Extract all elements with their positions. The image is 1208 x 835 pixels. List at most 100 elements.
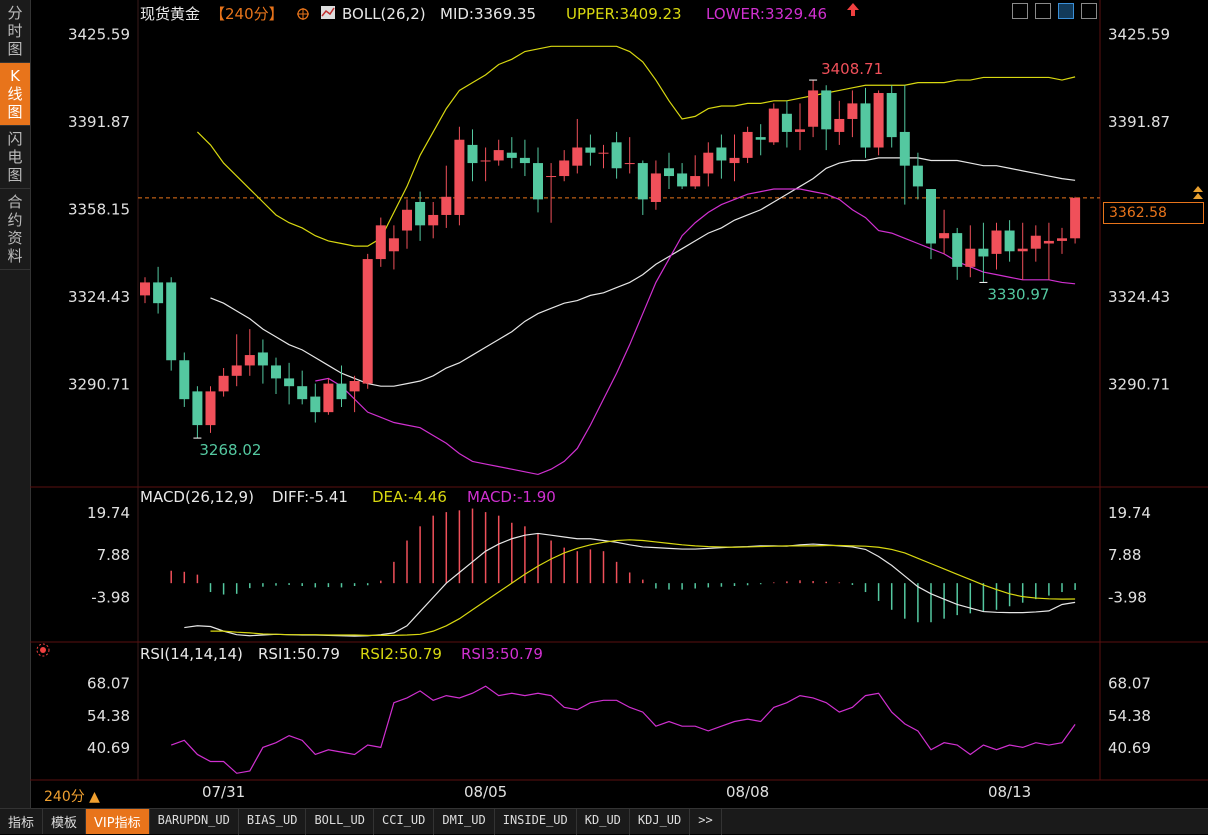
macd-axis-right: 19.74 7.88 -3.98 <box>1108 504 1151 606</box>
candlestick-series <box>140 79 1081 439</box>
settings-dot-icon[interactable] <box>36 643 50 657</box>
candle-body <box>310 396 321 413</box>
rsi3-value: RSI3:50.79 <box>461 645 543 663</box>
candle-body <box>624 163 635 165</box>
candle-body <box>546 176 557 178</box>
rsi-tick-label: 40.69 <box>87 739 130 757</box>
macd-dea-value: DEA:-4.46 <box>372 488 447 506</box>
candle-body <box>166 282 177 361</box>
candle-body <box>1030 235 1041 249</box>
price-tick-label: 3391.87 <box>68 113 130 131</box>
candle-body <box>454 139 465 215</box>
price-tick-label: 3425.59 <box>68 25 130 43</box>
candle-body <box>244 355 255 366</box>
fullscreen-tool-icon[interactable] <box>1081 3 1097 19</box>
rsi2-value: RSI2:50.79 <box>360 645 442 663</box>
rsi-axis-right: 68.07 54.38 40.69 <box>1108 675 1151 757</box>
tab-timeshare[interactable]: 分时图 <box>0 0 30 63</box>
rsi1-value: RSI1:50.79 <box>258 645 340 663</box>
bottom-tab-8[interactable]: INSIDE_UD <box>495 809 577 835</box>
macd-tick-label: 19.74 <box>1108 504 1151 522</box>
candle-body <box>899 131 910 166</box>
candle-body <box>153 282 164 304</box>
period-selector[interactable]: 240分 ▲ <box>44 789 100 805</box>
rsi-label: RSI(14,14,14) <box>140 645 243 663</box>
rsi-tick-label: 54.38 <box>1108 707 1151 725</box>
macd-series <box>170 508 1076 637</box>
macd-tick-label: 7.88 <box>1108 546 1141 564</box>
candle-body <box>965 248 976 267</box>
candle-body <box>415 201 426 226</box>
candle-body <box>729 157 740 164</box>
candle-body <box>939 233 950 239</box>
candle-body <box>402 209 412 231</box>
bottom-tab-0[interactable]: 指标 <box>0 809 44 834</box>
rsi-axis-left: 68.07 54.38 40.69 <box>87 675 130 757</box>
boll-lower-line <box>315 188 1076 476</box>
candle-body <box>441 196 452 215</box>
candle-body <box>716 147 727 161</box>
candle-body <box>231 365 242 376</box>
candle-body <box>834 118 845 132</box>
indicator-tab-bar: 指标 模板 VIP指标 BARUPDN_UD BIAS_UD BOLL_UD CCI_UD D… <box>0 808 1208 835</box>
candle-body <box>637 163 648 200</box>
candle-body <box>179 360 190 400</box>
candle-body <box>690 176 701 187</box>
candle-body <box>808 90 819 127</box>
crosshair-icon[interactable] <box>297 8 309 20</box>
bottom-tab-3[interactable]: BARUPDN_UD <box>150 809 239 835</box>
bottom-tab-11[interactable]: >> <box>690 809 722 835</box>
bottom-tab-6[interactable]: CCI_UD <box>374 809 435 835</box>
macd-diff-value: DIFF:-5.41 <box>272 488 348 506</box>
bottom-tab-1[interactable]: 模板 <box>43 809 87 834</box>
macd-diff-line <box>184 532 1076 637</box>
candle-body <box>297 386 308 400</box>
candle-body <box>362 259 373 384</box>
layout-tool-icon[interactable] <box>1058 3 1074 19</box>
bottom-tab-10[interactable]: KDJ_UD <box>630 809 691 835</box>
candle-body <box>493 150 504 161</box>
candle-body <box>650 173 661 202</box>
bottom-tab-9[interactable]: KD_UD <box>577 809 630 835</box>
low-annotation: 3268.02 <box>199 441 261 459</box>
bottom-tab-7[interactable]: DMI_UD <box>434 809 495 835</box>
boll-lower-value: LOWER:3329.46 <box>706 5 827 23</box>
price-tick-label: 3290.71 <box>1108 375 1170 393</box>
macd-tick-label: -3.98 <box>91 588 130 606</box>
candle-body <box>598 152 609 154</box>
tab-flash[interactable]: 闪电图 <box>0 126 30 189</box>
macd-value: MACD:-1.90 <box>467 488 556 506</box>
time-label: 08/13 <box>988 783 1031 801</box>
tab-label: 合约资料 <box>7 193 23 265</box>
tab-contract-info[interactable]: 合约资料 <box>0 189 30 270</box>
candle-body <box>519 157 530 164</box>
macd-axis-left: 19.74 7.88 -3.98 <box>87 504 130 606</box>
candle-body <box>912 165 923 187</box>
candle-body <box>664 168 674 177</box>
candle-body <box>821 90 832 130</box>
candle-body <box>140 282 150 296</box>
bottom-tab-4[interactable]: BIAS_UD <box>239 809 307 835</box>
rsi-line <box>170 685 1076 774</box>
arrow-up-icon <box>847 3 859 16</box>
period-tag: 【240分】 <box>210 5 284 23</box>
indicator-icon[interactable] <box>321 6 335 19</box>
crosshair-tool-icon[interactable] <box>1012 3 1028 19</box>
time-label: 08/05 <box>464 783 507 801</box>
tab-label: 分时图 <box>7 4 23 58</box>
rsi-series <box>170 685 1076 774</box>
candle-body <box>271 365 281 379</box>
draw-tool-icon[interactable] <box>1035 3 1051 19</box>
chart-canvas[interactable]: 现货黄金 【240分】 BOLL(26,2) MID:3369.35 UPPER… <box>0 0 1208 808</box>
candle-body <box>847 103 858 119</box>
candle-body <box>611 142 622 169</box>
bottom-tab-5[interactable]: BOLL_UD <box>306 809 375 835</box>
candle-body <box>336 383 347 400</box>
bottom-tab-2[interactable]: VIP指标 <box>86 809 150 834</box>
macd-tick-label: 7.88 <box>97 546 130 564</box>
high-annotation: 3408.71 <box>821 60 883 78</box>
